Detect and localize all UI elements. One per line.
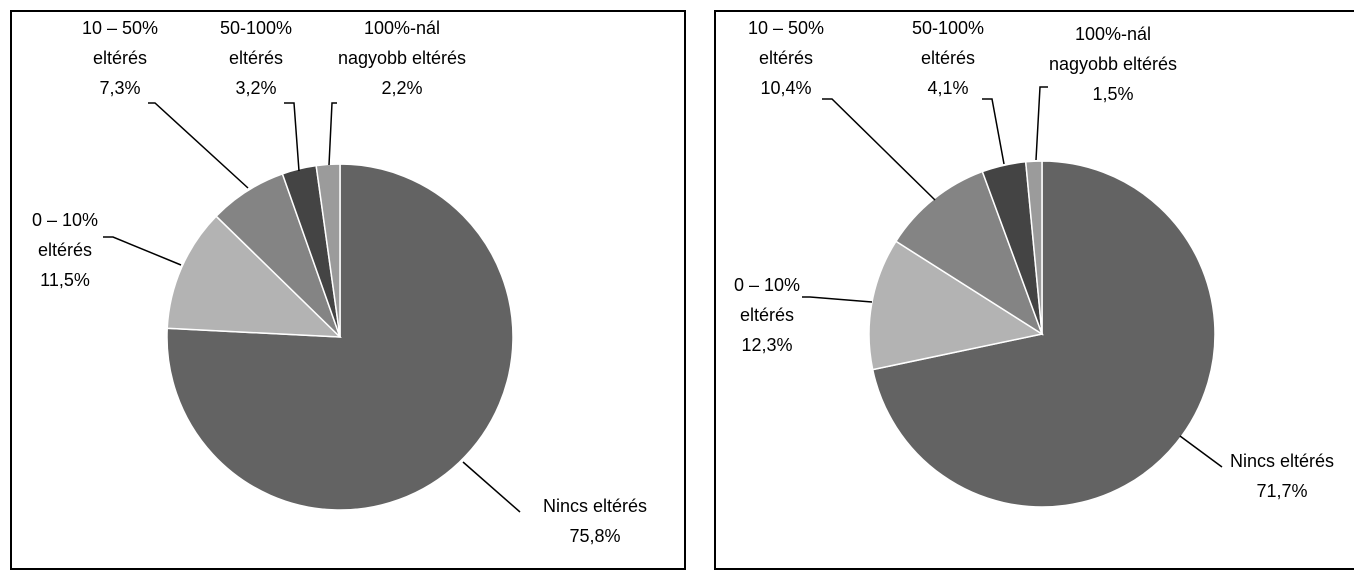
pie1-slice-4-percent: 3,2% bbox=[235, 78, 276, 98]
pie2-leader-line-5 bbox=[1035, 86, 1048, 161]
pie2-leader-line-4 bbox=[982, 98, 1005, 165]
pie2-slice-5-label: nagyobb eltérés bbox=[1049, 54, 1177, 74]
pie2-slice-3-label: eltérés bbox=[759, 48, 813, 68]
pie1-slice-3-label: eltérés bbox=[93, 48, 147, 68]
pie2-slice-4-percent: 4,1% bbox=[927, 78, 968, 98]
pie1-slice-2-percent: 11,5% bbox=[40, 270, 90, 290]
pie2-leader-line-1 bbox=[1179, 435, 1223, 468]
pie1-slice-2-label: eltérés bbox=[38, 240, 92, 260]
pie1-slice-1-percent: 75,8% bbox=[569, 526, 620, 546]
pie-charts: Nincs eltérés 75,8% 0 – 10% eltérés 11,5% 10 … bbox=[32, 18, 1334, 546]
pie2-leader-line-2 bbox=[802, 296, 873, 303]
pie2-slice-3-label: 10 – 50% bbox=[748, 18, 824, 38]
pie1-leader-line-5 bbox=[328, 102, 337, 166]
pie2-slice-1-label: Nincs eltérés bbox=[1230, 451, 1334, 471]
pie1-leader-line-3 bbox=[148, 102, 249, 189]
pie2-slice-1-percent: 71,7% bbox=[1256, 481, 1307, 501]
pie2-slice-2-label: eltérés bbox=[740, 305, 794, 325]
pie1-slice-3-percent: 7,3% bbox=[99, 78, 140, 98]
pie1-slice-2 bbox=[166, 215, 342, 338]
pie2-slice-5-percent: 1,5% bbox=[1092, 84, 1133, 104]
pie2-slice-4-label: 50-100% bbox=[912, 18, 984, 38]
pie2-slice-1 bbox=[871, 160, 1216, 508]
pie1-slice-4-label: 50-100% bbox=[220, 18, 292, 38]
pie1-slice-5 bbox=[315, 163, 341, 338]
pie1-slice-5-label: nagyobb eltérés bbox=[338, 48, 466, 68]
pie1-slice-5-percent: 2,2% bbox=[381, 78, 422, 98]
pie2-slice-2 bbox=[868, 240, 1044, 371]
pie1-slice-5-label: 100%-nál bbox=[364, 18, 440, 38]
pie1-leader-line-2 bbox=[103, 236, 182, 266]
pie1-slice-3-label: 10 – 50% bbox=[82, 18, 158, 38]
pie2-slice-5 bbox=[1024, 160, 1043, 335]
pie1-slice-4-label: eltérés bbox=[229, 48, 283, 68]
pie1-leader-line-4 bbox=[284, 102, 300, 172]
pie1-leader-line-1 bbox=[462, 461, 521, 513]
pie2-slice-2-label: 0 – 10% bbox=[734, 275, 800, 295]
pie2-slice-3-percent: 10,4% bbox=[760, 78, 811, 98]
pie2-leader-line-3 bbox=[822, 98, 936, 201]
pie2-slice-5-label: 100%-nál bbox=[1075, 24, 1151, 44]
pie2-slice-2-percent: 12,3% bbox=[741, 335, 792, 355]
pie2-slice-4-label: eltérés bbox=[921, 48, 975, 68]
pie1-slice-1-label: Nincs eltérés bbox=[543, 496, 647, 516]
pie1-slice-2-label: 0 – 10% bbox=[32, 210, 98, 230]
